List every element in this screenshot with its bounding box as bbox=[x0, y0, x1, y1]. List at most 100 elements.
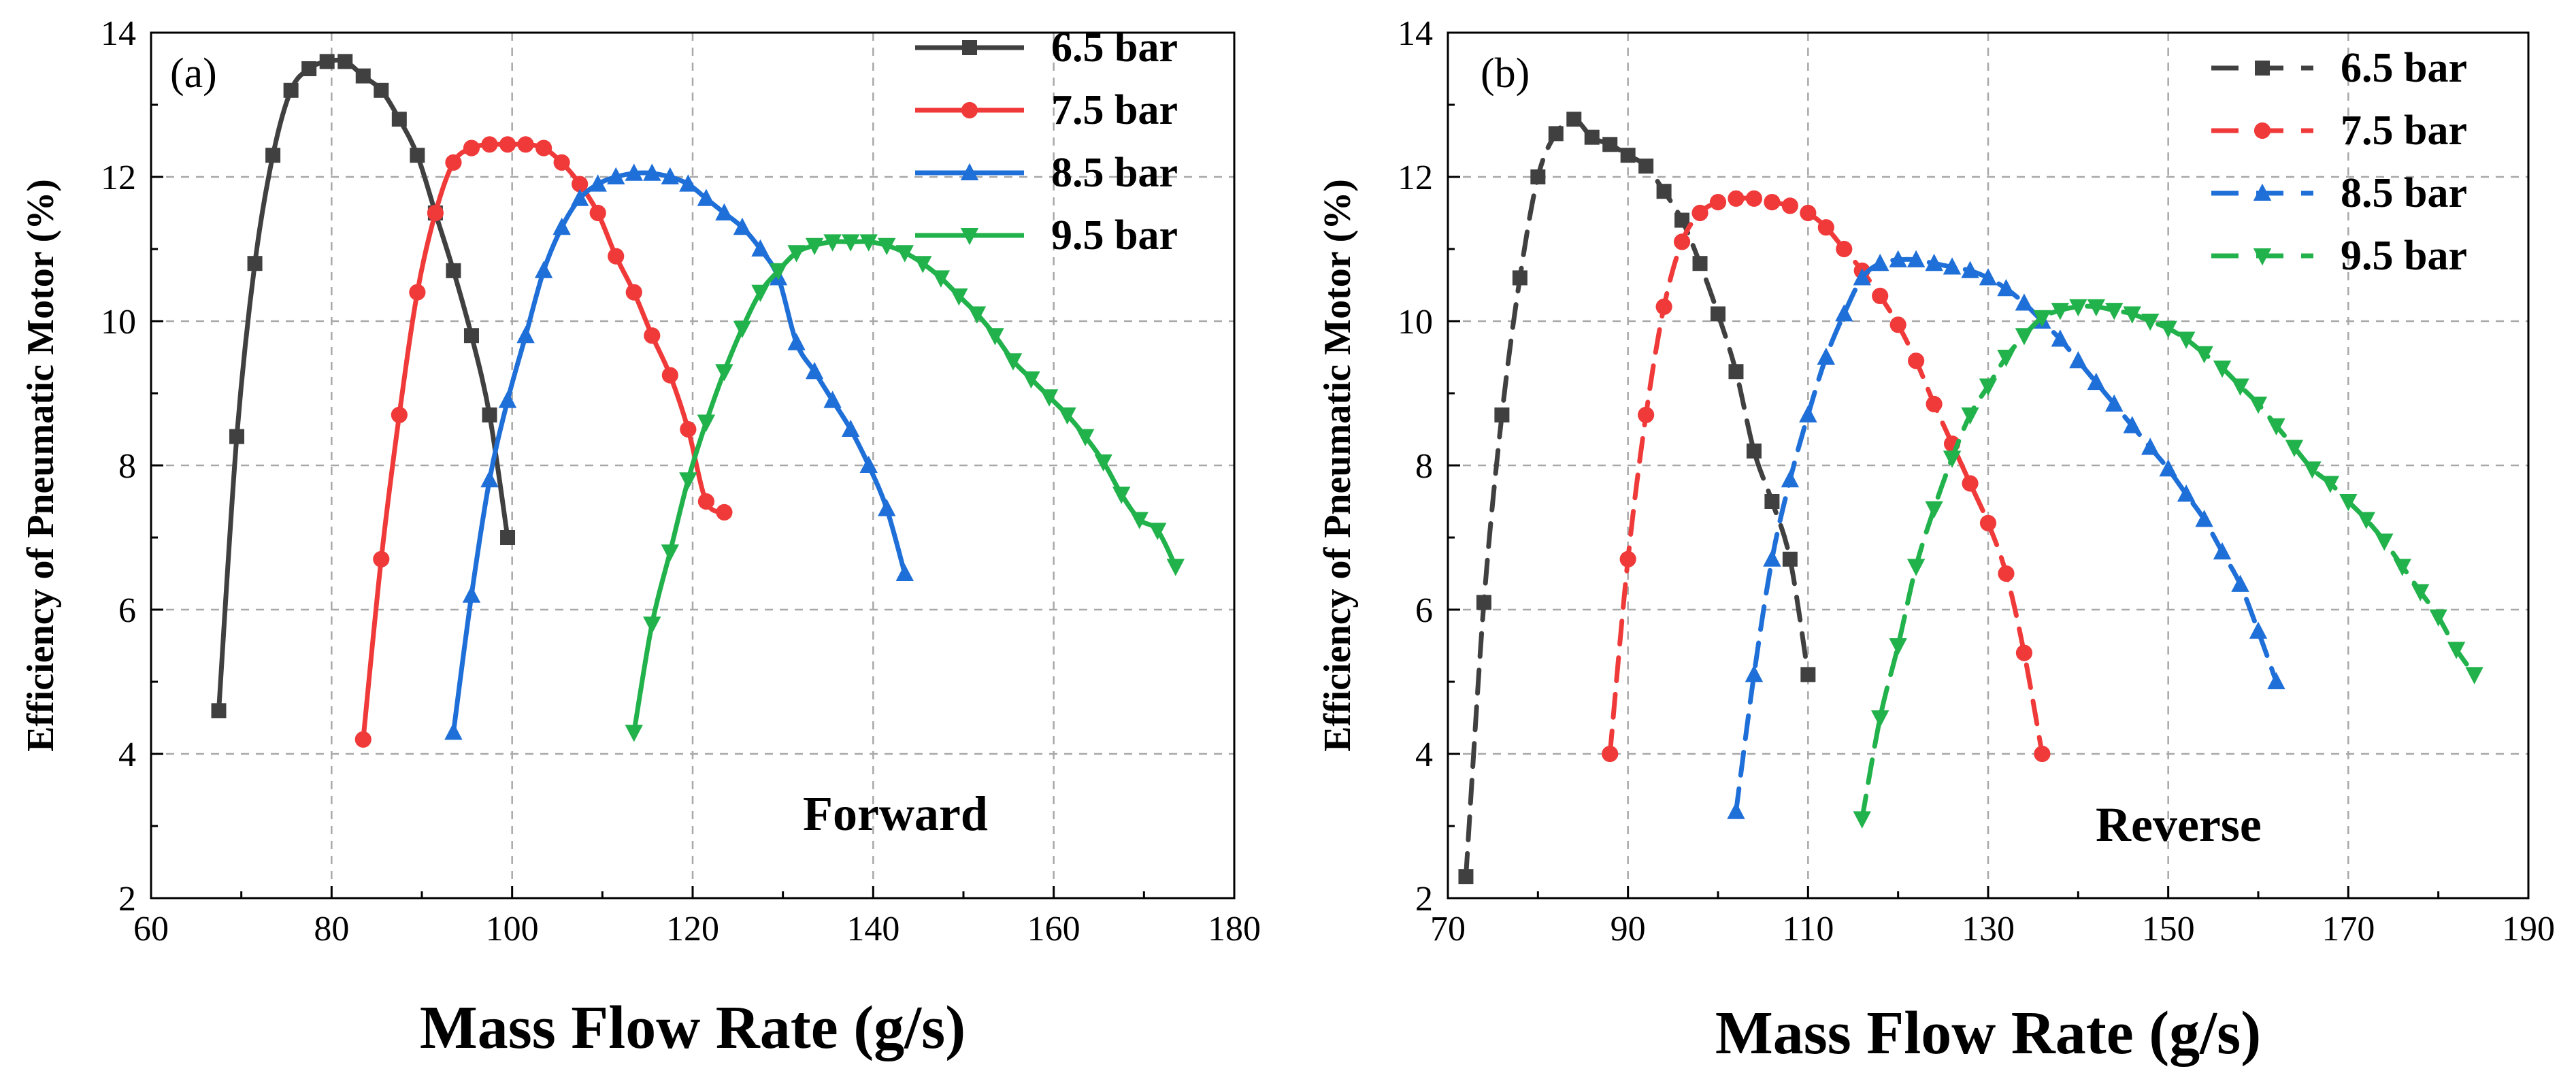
data-point bbox=[625, 163, 643, 181]
x-tick-label: 60 bbox=[133, 910, 169, 948]
data-point bbox=[2015, 328, 2034, 346]
data-point bbox=[500, 530, 516, 545]
legend-label: 7.5 bar bbox=[2341, 108, 2467, 154]
data-point bbox=[1997, 350, 2015, 367]
data-point bbox=[931, 270, 951, 288]
data-point bbox=[1746, 443, 1762, 459]
data-point bbox=[1781, 197, 1798, 214]
data-point bbox=[608, 248, 625, 265]
data-point bbox=[1745, 190, 1763, 207]
data-point bbox=[733, 217, 752, 235]
data-point bbox=[895, 245, 914, 263]
data-point bbox=[2429, 609, 2447, 627]
panel-b-series bbox=[1458, 112, 2483, 885]
data-point bbox=[661, 167, 680, 184]
data-point bbox=[1166, 559, 1185, 576]
y-tick-label: 8 bbox=[118, 447, 136, 486]
data-point bbox=[463, 139, 480, 156]
data-point bbox=[2159, 320, 2177, 338]
y-tick-label: 14 bbox=[1398, 14, 1433, 53]
data-point bbox=[1674, 212, 1690, 228]
data-point bbox=[1817, 219, 1834, 236]
data-point bbox=[1638, 159, 1654, 174]
x-tick-label: 120 bbox=[666, 910, 719, 948]
x-tick-label: 130 bbox=[1962, 910, 2015, 948]
x-tick-label: 140 bbox=[846, 910, 899, 948]
data-point bbox=[589, 204, 606, 222]
y-tick-label: 8 bbox=[1415, 447, 1433, 486]
data-point bbox=[355, 68, 371, 84]
data-point bbox=[715, 364, 733, 382]
data-point bbox=[2159, 459, 2177, 477]
data-point bbox=[553, 154, 570, 171]
data-point bbox=[805, 361, 824, 380]
data-point bbox=[283, 82, 299, 98]
y-tick-label: 4 bbox=[118, 736, 136, 774]
data-point bbox=[1656, 184, 1672, 199]
data-point bbox=[2357, 512, 2375, 529]
data-point bbox=[1800, 204, 1817, 222]
data-point bbox=[1943, 450, 1962, 468]
data-point bbox=[1130, 512, 1149, 529]
data-point bbox=[2177, 484, 2196, 502]
x-tick-label: 100 bbox=[486, 910, 539, 948]
data-point bbox=[1691, 204, 1708, 222]
data-point bbox=[1979, 268, 1998, 286]
data-point bbox=[841, 234, 860, 252]
data-point bbox=[373, 550, 390, 567]
data-point bbox=[1112, 486, 1131, 504]
x-tick-label: 110 bbox=[1782, 910, 1834, 948]
data-point bbox=[1889, 250, 1907, 267]
data-point bbox=[787, 333, 806, 350]
data-point bbox=[716, 504, 733, 521]
panel-b-ticks: 70 90 110 130 150 170 190 2 4 6 8 10 12 14 bbox=[1398, 14, 2555, 948]
data-point bbox=[2213, 542, 2232, 560]
data-point bbox=[2285, 440, 2304, 457]
panel-b-legend: 6.5 bar 7.5 bar 8.5 bar 9.5 bar bbox=[2211, 45, 2467, 279]
data-point bbox=[480, 469, 499, 488]
data-point bbox=[2321, 476, 2340, 493]
data-point bbox=[1908, 352, 1925, 369]
data-point bbox=[2034, 745, 2051, 763]
data-point bbox=[301, 61, 317, 76]
panel-a-label: (a) bbox=[170, 50, 217, 97]
panel-a-series bbox=[211, 54, 1185, 748]
data-point bbox=[1764, 194, 1781, 211]
data-point bbox=[1530, 169, 1546, 184]
legend-marker bbox=[962, 40, 977, 55]
data-point bbox=[1800, 667, 1816, 682]
data-point bbox=[2195, 510, 2213, 527]
data-point bbox=[1979, 514, 1997, 531]
data-point bbox=[733, 320, 752, 338]
data-point bbox=[535, 139, 552, 156]
legend-marker bbox=[2253, 122, 2271, 139]
data-point bbox=[482, 407, 497, 423]
y-tick-label: 12 bbox=[101, 159, 136, 197]
legend-marker bbox=[960, 163, 979, 180]
panel-b-grid bbox=[1448, 33, 2528, 898]
data-point bbox=[2339, 494, 2358, 512]
data-point bbox=[517, 136, 534, 153]
data-point bbox=[391, 112, 407, 127]
data-point bbox=[2141, 314, 2160, 331]
data-point bbox=[1979, 378, 1998, 396]
data-point bbox=[2231, 378, 2249, 396]
data-point bbox=[2051, 329, 2070, 347]
data-point bbox=[1638, 406, 1655, 423]
data-point bbox=[679, 472, 697, 490]
data-point bbox=[354, 731, 371, 748]
legend-label: 6.5 bar bbox=[2341, 45, 2467, 91]
data-point bbox=[1727, 802, 1745, 819]
data-point bbox=[552, 217, 571, 235]
legend-label: 6.5 bar bbox=[1051, 24, 1178, 71]
data-point bbox=[570, 188, 589, 206]
data-point bbox=[1853, 268, 1871, 286]
data-point bbox=[769, 263, 788, 281]
data-point bbox=[2447, 642, 2466, 659]
data-point bbox=[2267, 418, 2285, 435]
data-point bbox=[841, 419, 860, 437]
data-point bbox=[1602, 137, 1618, 152]
y-tick-label: 2 bbox=[118, 880, 136, 919]
data-point bbox=[1728, 364, 1744, 380]
